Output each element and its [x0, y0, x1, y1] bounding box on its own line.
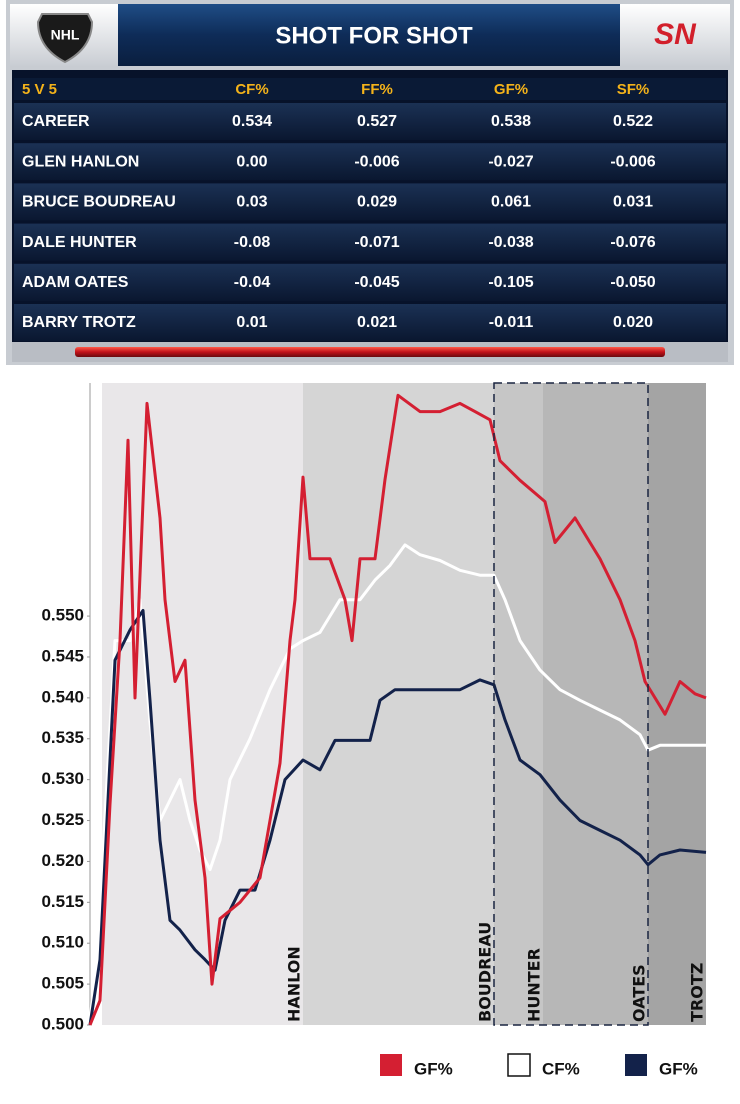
- table-cell: -0.08: [234, 234, 271, 251]
- era-region: [494, 383, 543, 1025]
- logo-left: NHL: [51, 27, 80, 43]
- era-region: [90, 383, 303, 1025]
- table-cell: 0.031: [613, 194, 653, 211]
- table-cell: 0.527: [357, 113, 397, 130]
- table-cell: 0.029: [357, 194, 397, 211]
- legend-swatch: [507, 1053, 531, 1077]
- table-cell: BRUCE BOUDREAU: [22, 194, 176, 211]
- table-cell: 0.021: [357, 314, 397, 331]
- y-tick-label: 0.530: [41, 769, 84, 788]
- logo-right: SN: [654, 18, 697, 51]
- table-cell: -0.050: [610, 274, 655, 291]
- table-cell: 0.061: [491, 194, 531, 211]
- series-line: [88, 543, 706, 1026]
- table-cell: -0.045: [354, 274, 399, 291]
- era-region: [648, 383, 706, 1025]
- table-cell: -0.038: [488, 234, 533, 251]
- legend-swatch: [625, 1054, 647, 1076]
- table-cell: GLEN HANLON: [22, 153, 139, 170]
- legend-swatch: [380, 1054, 402, 1076]
- column-header: SF%: [617, 81, 650, 98]
- table-row: [14, 223, 726, 261]
- header-row: [14, 78, 726, 100]
- plot-left-edge: [90, 383, 102, 1025]
- table-cell: -0.006: [610, 153, 655, 170]
- y-tick-label: 0.545: [41, 646, 84, 665]
- era-region: [303, 383, 494, 1025]
- table-cell: -0.027: [488, 153, 533, 170]
- y-tick-label: 0.525: [41, 810, 84, 829]
- y-tick-label: 0.520: [41, 851, 84, 870]
- table-cell: -0.105: [488, 274, 533, 291]
- table-row: [14, 103, 726, 140]
- era-label: HANLON: [285, 946, 304, 1022]
- title-bar: [118, 4, 620, 66]
- table-cell: DALE HUNTER: [22, 234, 137, 251]
- table-cell: -0.076: [610, 234, 655, 251]
- series-line: [88, 608, 707, 1026]
- y-tick-label: 0.540: [41, 687, 84, 706]
- legend-label: GF%: [659, 1059, 698, 1078]
- table-cell: 0.020: [613, 314, 653, 331]
- era-label: OATES: [630, 964, 649, 1022]
- table-row: [14, 143, 726, 181]
- highlight-box: [493, 382, 649, 1026]
- y-tick-label: 0.550: [41, 606, 84, 625]
- table-row: [14, 263, 726, 301]
- table-cell: 0.522: [613, 113, 653, 130]
- table-cell: 0.00: [236, 153, 267, 170]
- era-label: HUNTER: [525, 948, 544, 1022]
- era-region: [543, 383, 648, 1025]
- column-header: 5 V 5: [22, 81, 57, 98]
- table-cell: -0.04: [234, 274, 271, 291]
- series-line: [88, 393, 707, 1026]
- y-tick-label: 0.535: [41, 728, 84, 747]
- nhl-shield: [36, 13, 94, 64]
- logo-right-box: [620, 4, 730, 66]
- column-header: CF%: [235, 81, 268, 98]
- title: SHOT FOR SHOT: [275, 22, 473, 49]
- table-row: [14, 183, 726, 221]
- y-tick-label: 0.515: [41, 892, 84, 911]
- legend-label: GF%: [414, 1059, 453, 1078]
- column-header: GF%: [494, 81, 528, 98]
- column-header: FF%: [361, 81, 393, 98]
- table-cell: -0.011: [489, 314, 534, 331]
- y-tick-label: 0.505: [41, 974, 84, 993]
- table-cell: BARRY TROTZ: [22, 314, 136, 331]
- era-label: BOUDREAU: [476, 922, 495, 1022]
- table-cell: CAREER: [22, 113, 90, 130]
- table-cell: 0.534: [232, 113, 272, 130]
- legend-label: CF%: [542, 1059, 580, 1078]
- era-label: TROTZ: [688, 963, 707, 1022]
- table-cell: -0.071: [354, 234, 399, 251]
- y-tick-label: 0.510: [41, 933, 84, 952]
- table-cell: 0.01: [236, 314, 267, 331]
- table-cell: -0.006: [354, 153, 399, 170]
- table-row: [14, 304, 726, 341]
- table-cell: ADAM OATES: [22, 274, 129, 291]
- table-cell: 0.03: [236, 194, 267, 211]
- table-cell: 0.538: [491, 113, 531, 130]
- red-bar: [75, 347, 665, 357]
- y-tick-label: 0.500: [41, 1014, 84, 1033]
